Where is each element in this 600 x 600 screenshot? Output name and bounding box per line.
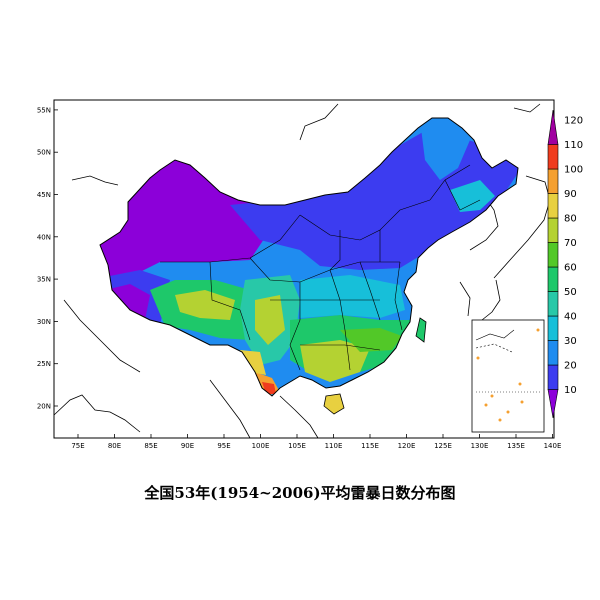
colorbar-label: 70	[564, 238, 577, 249]
lon-tick-label: 85E	[144, 442, 157, 450]
latitude-axis: 20N 25N 30N 35N 40N 45N 50N 55N	[37, 106, 58, 411]
lat-tick-label: 25N	[37, 360, 51, 368]
colorbar-label: 110	[564, 140, 583, 151]
lon-tick-label: 120E	[398, 442, 416, 450]
lat-tick-label: 30N	[37, 318, 51, 326]
colorbar-segment	[547, 168, 559, 194]
colorbar-segment	[547, 291, 559, 317]
taiwan-island	[415, 317, 427, 343]
lon-tick-label: 125E	[434, 442, 452, 450]
lat-tick-label: 20N	[37, 403, 51, 411]
lon-tick-label: 135E	[507, 442, 525, 450]
colorbar-segment	[547, 266, 559, 292]
colorbar-segment	[547, 340, 559, 366]
colorbar-label: 20	[564, 361, 577, 372]
colorbar-label: 90	[564, 189, 577, 200]
colorbar-label: 40	[564, 312, 577, 323]
lon-tick-label: 80E	[108, 442, 121, 450]
map-caption: 全国53年(1954~2006)平均雷暴日数分布图	[144, 484, 456, 502]
longitude-axis: 75E 80E 85E 90E 95E 100E 105E 110E 115E 120E 125E 1…	[71, 434, 561, 450]
colorbar-label: 50	[564, 287, 577, 298]
lon-tick-label: 110E	[325, 442, 343, 450]
colorbar-label: 30	[564, 336, 577, 347]
coastlines	[53, 103, 551, 439]
lon-tick-label: 95E	[217, 442, 230, 450]
colorbar-legend: 10 20 30 40 50 60 70 80 90 100 110 120	[547, 109, 583, 419]
lat-tick-label: 45N	[37, 191, 51, 199]
colorbar-label: 100	[564, 165, 583, 176]
colorbar-segment	[547, 242, 559, 268]
colorbar-label: 60	[564, 263, 577, 274]
colorbar-segment	[547, 109, 559, 145]
lat-tick-label: 50N	[37, 149, 51, 157]
lon-tick-label: 90E	[181, 442, 194, 450]
colorbar-segment	[547, 315, 559, 341]
colorbar-label: 80	[564, 214, 577, 225]
lon-tick-label: 130E	[471, 442, 489, 450]
lon-tick-label: 140E	[544, 442, 562, 450]
colorbar-segment	[547, 364, 559, 390]
lon-tick-label: 115E	[361, 442, 379, 450]
colorbar-label: 120	[564, 116, 583, 127]
colorbar-label: 10	[564, 385, 577, 396]
lon-tick-label: 105E	[288, 442, 306, 450]
lon-tick-label: 100E	[252, 442, 270, 450]
province-boundaries	[160, 164, 481, 371]
lat-tick-label: 55N	[37, 106, 51, 114]
south-china-sea-inset	[471, 319, 545, 433]
lat-tick-label: 40N	[37, 233, 51, 241]
colorbar-segment	[547, 217, 559, 243]
colorbar-segment	[547, 193, 559, 219]
colorbar-segment	[547, 144, 559, 170]
lon-tick-label: 75E	[71, 442, 84, 450]
hainan-island	[323, 393, 345, 415]
lat-tick-label: 35N	[37, 276, 51, 284]
